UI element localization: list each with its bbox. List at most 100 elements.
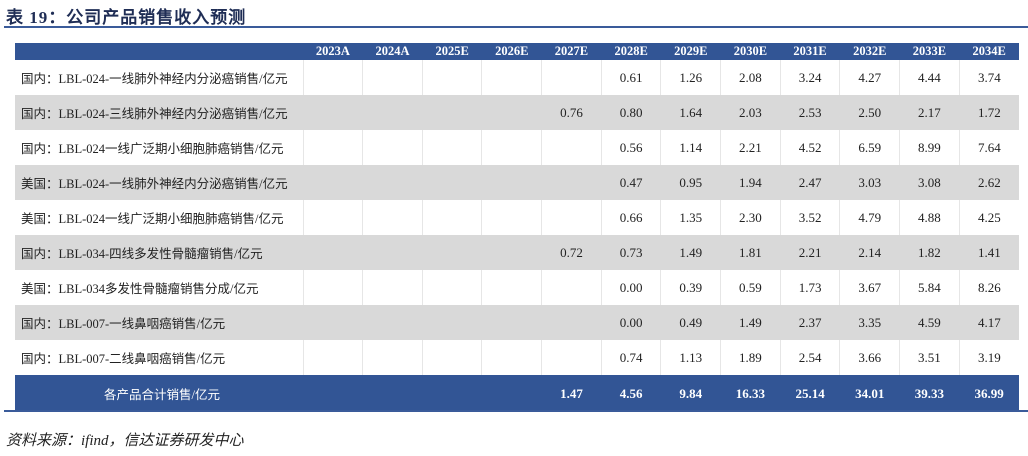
value-cell: 0.74 bbox=[600, 340, 661, 375]
value-cell: 2.50 bbox=[839, 95, 900, 130]
value-cell: 39.33 bbox=[899, 375, 960, 412]
value-cell: 1.73 bbox=[779, 270, 840, 305]
value-cell: 16.33 bbox=[720, 375, 781, 412]
value-cell: 3.24 bbox=[779, 60, 840, 95]
value-cell: 1.82 bbox=[899, 235, 960, 270]
table-row: 国内：LBL-007-二线鼻咽癌销售/亿元 0.74 1.13 1.89 2.54 3.6… bbox=[15, 340, 1019, 375]
value-cell: 0.56 bbox=[600, 130, 661, 165]
value-cell: 25.14 bbox=[780, 375, 840, 412]
value-cell: 34.01 bbox=[839, 375, 900, 412]
value-cell: 3.35 bbox=[839, 305, 900, 340]
table-row: 国内：LBL-007-一线鼻咽癌销售/亿元 0.00 0.49 1.49 2.37 3.3… bbox=[15, 305, 1019, 340]
column-header: 2030E bbox=[720, 43, 781, 60]
column-header: 2032E bbox=[839, 43, 900, 60]
value-cell: 4.27 bbox=[839, 60, 900, 95]
value-cell: 1.26 bbox=[660, 60, 721, 95]
value-cell bbox=[481, 165, 542, 200]
table-row: 国内：LBL-024-三线肺外神经内分泌癌销售/亿元 0.76 0.80 1.64 2.… bbox=[15, 95, 1019, 130]
value-cell: 0.73 bbox=[600, 235, 661, 270]
value-cell bbox=[541, 60, 602, 95]
value-cell bbox=[303, 375, 363, 412]
header-label-cell bbox=[15, 43, 303, 60]
value-cell bbox=[481, 305, 542, 340]
value-cell: 8.26 bbox=[958, 270, 1019, 305]
value-cell: 1.81 bbox=[720, 235, 781, 270]
revenue-forecast-table: 2023A 2024A 2025E 2026E 2027E 2028E 2029E 2030E… bbox=[15, 43, 1019, 412]
value-cell: 3.19 bbox=[958, 340, 1019, 375]
value-cell: 0.76 bbox=[541, 95, 602, 130]
value-cell bbox=[422, 375, 482, 412]
value-cell bbox=[302, 165, 363, 200]
value-cell: 0.80 bbox=[600, 95, 661, 130]
value-cell: 1.64 bbox=[660, 95, 721, 130]
value-cell: 3.67 bbox=[839, 270, 900, 305]
value-cell: 0.72 bbox=[541, 235, 602, 270]
value-cell: 36.99 bbox=[959, 375, 1019, 412]
value-cell bbox=[481, 200, 542, 235]
column-header: 2026E bbox=[481, 43, 542, 60]
value-cell bbox=[541, 340, 602, 375]
row-label: 国内：LBL-007-一线鼻咽癌销售/亿元 bbox=[15, 305, 303, 340]
value-cell: 3.51 bbox=[899, 340, 960, 375]
value-cell bbox=[481, 130, 542, 165]
value-cell: 6.59 bbox=[839, 130, 900, 165]
value-cell bbox=[302, 60, 363, 95]
table-row: 美国：LBL-034多发性骨髓瘤销售分成/亿元 0.00 0.39 0.59 1.73 3… bbox=[15, 270, 1019, 305]
value-cell: 0.00 bbox=[600, 270, 661, 305]
value-cell bbox=[362, 60, 423, 95]
value-cell: 1.41 bbox=[958, 235, 1019, 270]
value-cell bbox=[481, 95, 542, 130]
value-cell bbox=[421, 200, 482, 235]
row-label: 美国：LBL-024-一线肺外神经内分泌癌销售/亿元 bbox=[15, 165, 303, 200]
value-cell bbox=[481, 60, 542, 95]
value-cell: 2.21 bbox=[720, 130, 781, 165]
value-cell: 3.52 bbox=[779, 200, 840, 235]
value-cell: 2.47 bbox=[779, 165, 840, 200]
value-cell: 8.99 bbox=[899, 130, 960, 165]
title-divider bbox=[4, 26, 1028, 28]
value-cell: 2.30 bbox=[720, 200, 781, 235]
value-cell: 0.66 bbox=[600, 200, 661, 235]
value-cell: 4.88 bbox=[899, 200, 960, 235]
value-cell bbox=[421, 130, 482, 165]
table-row: 美国：LBL-024一线广泛期小细胞肺癌销售/亿元 0.66 1.35 2.30 3.5… bbox=[15, 200, 1019, 235]
value-cell: 4.44 bbox=[899, 60, 960, 95]
value-cell: 1.72 bbox=[958, 95, 1019, 130]
value-cell: 9.84 bbox=[660, 375, 721, 412]
value-cell bbox=[421, 60, 482, 95]
column-header: 2031E bbox=[780, 43, 840, 60]
row-label: 美国：LBL-034多发性骨髓瘤销售分成/亿元 bbox=[21, 282, 259, 296]
bottom-divider bbox=[4, 410, 1028, 412]
value-cell: 1.89 bbox=[720, 340, 781, 375]
value-cell: 0.00 bbox=[600, 305, 661, 340]
value-cell bbox=[481, 270, 542, 305]
table-row: 美国：LBL-024-一线肺外神经内分泌癌销售/亿元 0.47 0.95 1.94 2.… bbox=[15, 165, 1019, 200]
value-cell: 1.94 bbox=[720, 165, 781, 200]
table-row: 国内：LBL-034-四线多发性骨髓瘤销售/亿元 0.72 0.73 1.49 1.81… bbox=[15, 235, 1019, 270]
value-cell bbox=[481, 235, 542, 270]
value-cell bbox=[541, 165, 602, 200]
value-cell bbox=[362, 235, 423, 270]
value-cell: 4.56 bbox=[601, 375, 661, 412]
value-cell: 4.52 bbox=[779, 130, 840, 165]
row-label: 国内：LBL-024-三线肺外神经内分泌癌销售/亿元 bbox=[15, 95, 303, 130]
row-label: 各产品合计销售/亿元 bbox=[15, 375, 303, 412]
value-cell bbox=[421, 235, 482, 270]
column-header: 2029E bbox=[660, 43, 721, 60]
value-cell: 3.08 bbox=[899, 165, 960, 200]
value-cell bbox=[302, 305, 363, 340]
table-row: 国内：LBL-024一线广泛期小细胞肺癌销售/亿元 0.56 1.14 2.21 4.5… bbox=[15, 130, 1019, 165]
value-cell: 1.35 bbox=[660, 200, 721, 235]
table-row: 国内：LBL-024-一线肺外神经内分泌癌销售/亿元 0.61 1.26 2.08 3.… bbox=[15, 60, 1019, 95]
value-cell: 0.47 bbox=[600, 165, 661, 200]
value-cell: 2.03 bbox=[720, 95, 781, 130]
value-cell: 2.08 bbox=[720, 60, 781, 95]
row-label: 国内：LBL-024一线广泛期小细胞肺癌销售/亿元 bbox=[21, 142, 284, 156]
column-header: 2034E bbox=[959, 43, 1019, 60]
value-cell: 1.14 bbox=[660, 130, 721, 165]
value-cell bbox=[481, 375, 542, 412]
value-cell bbox=[541, 130, 602, 165]
table-title: 表 19：公司产品销售收入预测 bbox=[6, 8, 247, 27]
value-cell: 0.39 bbox=[660, 270, 721, 305]
value-cell bbox=[362, 340, 423, 375]
